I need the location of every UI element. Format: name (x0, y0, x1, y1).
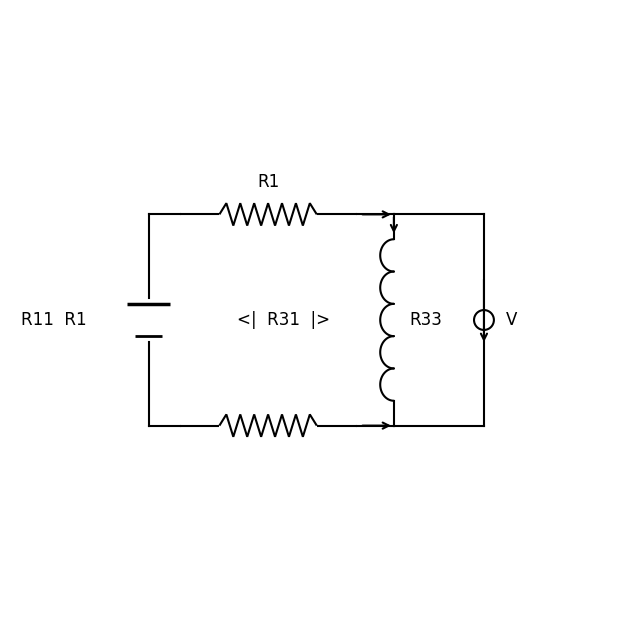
Text: R11  R1: R11 R1 (20, 311, 86, 329)
Text: V: V (506, 311, 518, 329)
Text: R33: R33 (410, 311, 442, 329)
Text: R1: R1 (257, 173, 279, 191)
Text: <|  R31  |>: <| R31 |> (237, 311, 330, 329)
